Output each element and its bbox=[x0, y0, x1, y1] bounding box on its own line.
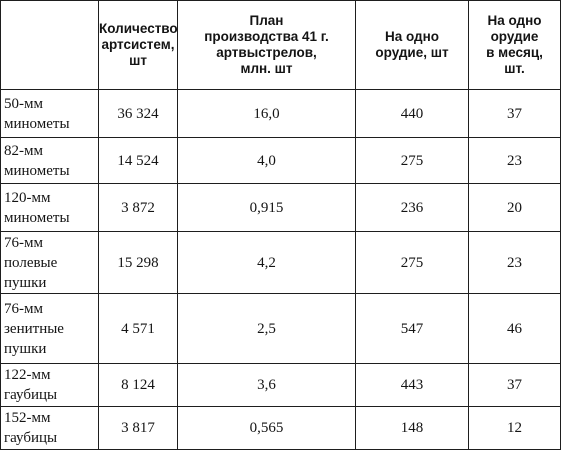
row-per-gun-per-month: 23 bbox=[468, 137, 561, 184]
row-weapon-name: 152-мм гаубицы bbox=[0, 406, 99, 450]
row-weapon-name: 50-мм минометы bbox=[0, 89, 99, 138]
row-systems-count: 3 817 bbox=[98, 406, 178, 450]
row-production-plan: 2,5 bbox=[177, 293, 356, 364]
row-per-gun: 236 bbox=[355, 183, 469, 232]
row-systems-count: 15 298 bbox=[98, 231, 178, 294]
row-per-gun-per-month: 37 bbox=[468, 363, 561, 407]
row-production-plan: 4,0 bbox=[177, 137, 356, 184]
row-systems-count: 4 571 bbox=[98, 293, 178, 364]
row-weapon-name: 82-мм минометы bbox=[0, 137, 99, 184]
table-row: 76-мм полевые пушки 15 298 4,2 275 23 bbox=[0, 231, 561, 294]
row-production-plan: 4,2 bbox=[177, 231, 356, 294]
row-production-plan: 16,0 bbox=[177, 89, 356, 138]
row-production-plan: 0,915 bbox=[177, 183, 356, 232]
table-row: 122-мм гаубицы 8 124 3,6 443 37 bbox=[0, 363, 561, 407]
header-systems-count: Количество артсистем, шт bbox=[98, 0, 178, 90]
row-weapon-name: 120-мм минометы bbox=[0, 183, 99, 232]
row-systems-count: 36 324 bbox=[98, 89, 178, 138]
header-per-gun-per-month: На одно орудие в месяц, шт. bbox=[468, 0, 561, 90]
row-weapon-name: 76-мм полевые пушки bbox=[0, 231, 99, 294]
header-per-gun: На одно орудие, шт bbox=[355, 0, 469, 90]
row-per-gun-per-month: 46 bbox=[468, 293, 561, 364]
row-per-gun: 275 bbox=[355, 137, 469, 184]
row-systems-count: 3 872 bbox=[98, 183, 178, 232]
row-systems-count: 8 124 bbox=[98, 363, 178, 407]
row-per-gun-per-month: 12 bbox=[468, 406, 561, 450]
header-row: Количество артсистем, шт План производст… bbox=[0, 0, 561, 90]
row-per-gun: 443 bbox=[355, 363, 469, 407]
row-per-gun: 148 bbox=[355, 406, 469, 450]
table-row: 50-мм минометы 36 324 16,0 440 37 bbox=[0, 89, 561, 138]
row-per-gun-per-month: 20 bbox=[468, 183, 561, 232]
table-row: 120-мм минометы 3 872 0,915 236 20 bbox=[0, 183, 561, 232]
table-row: 82-мм минометы 14 524 4,0 275 23 bbox=[0, 137, 561, 184]
header-production-plan: План производства 41 г. артвыстрелов, мл… bbox=[177, 0, 356, 90]
header-empty-cell bbox=[0, 0, 99, 90]
row-systems-count: 14 524 bbox=[98, 137, 178, 184]
row-weapon-name: 122-мм гаубицы bbox=[0, 363, 99, 407]
row-per-gun: 275 bbox=[355, 231, 469, 294]
row-production-plan: 0,565 bbox=[177, 406, 356, 450]
row-per-gun-per-month: 23 bbox=[468, 231, 561, 294]
row-weapon-name: 76-мм зенитные пушки bbox=[0, 293, 99, 364]
table-row: 152-мм гаубицы 3 817 0,565 148 12 bbox=[0, 406, 561, 450]
row-production-plan: 3,6 bbox=[177, 363, 356, 407]
row-per-gun: 440 bbox=[355, 89, 469, 138]
table-row: 76-мм зенитные пушки 4 571 2,5 547 46 bbox=[0, 293, 561, 364]
row-per-gun-per-month: 37 bbox=[468, 89, 561, 138]
row-per-gun: 547 bbox=[355, 293, 469, 364]
